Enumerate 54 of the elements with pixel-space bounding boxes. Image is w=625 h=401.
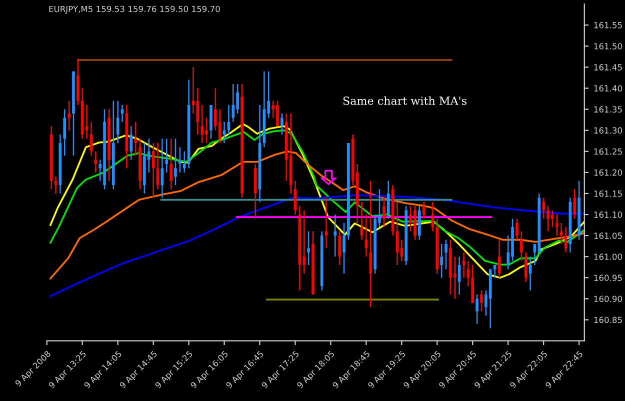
y-tick-label: 161.10 <box>594 212 622 218</box>
candlestick <box>369 180 372 308</box>
y-tick-label: 161.15 <box>594 190 622 197</box>
candlestick <box>422 201 426 220</box>
candlestick <box>334 214 337 258</box>
candlestick <box>85 104 88 140</box>
line-series <box>50 150 584 280</box>
y-tick-label: 161.35 <box>594 106 622 113</box>
candlestick <box>524 252 528 283</box>
y-tick-label: 161.30 <box>594 127 622 134</box>
y-tick-label: 161.50 <box>594 43 622 50</box>
y-tick-label: 160.85 <box>594 316 622 324</box>
candlestick <box>342 222 346 274</box>
candlestick <box>94 150 98 174</box>
candlestick <box>182 150 186 174</box>
candlestick <box>232 83 235 123</box>
candlestick <box>134 121 137 156</box>
y-tick-label: 160.95 <box>594 274 622 281</box>
candlestick <box>178 146 182 174</box>
candlestick <box>174 138 177 186</box>
candlestick <box>520 230 523 262</box>
candlestick <box>218 108 222 144</box>
candlestick <box>165 138 168 174</box>
candlestick <box>573 188 576 220</box>
candlestick <box>200 104 204 144</box>
y-tick-label: 161.25 <box>594 148 622 155</box>
candlestick <box>280 112 284 136</box>
candlestick <box>130 125 133 160</box>
y-tick-label: 161.00 <box>594 254 622 260</box>
candlestick <box>386 180 390 220</box>
candlestick <box>382 197 386 228</box>
candlestick <box>63 108 66 156</box>
candlestick <box>440 243 443 278</box>
y-tick-label: 161.05 <box>594 232 622 239</box>
candlestick <box>68 100 70 131</box>
candlestick <box>476 294 478 325</box>
candlestick <box>493 264 496 278</box>
y-tick-label: 161.20 <box>594 169 622 176</box>
candlestick <box>516 218 518 240</box>
chart-title: EURJPY,M5 159.53 159.76 159.50 159.70 <box>49 6 220 14</box>
y-tick-label: 161.55 <box>594 22 622 28</box>
y-tick-label: 161.45 <box>594 64 622 70</box>
candlestick <box>542 197 545 220</box>
candlestick <box>196 88 200 136</box>
candlestick <box>444 239 448 270</box>
candlestick <box>480 290 483 312</box>
candlestick <box>307 230 310 266</box>
y-tick-label: 161.40 <box>594 85 622 92</box>
annotation: Same chart with MA's <box>343 96 466 105</box>
y-tick-label: 160.90 <box>594 296 622 302</box>
candlestick <box>170 138 172 190</box>
candlestick <box>555 214 558 236</box>
candlestick <box>116 100 120 144</box>
candlestick <box>338 230 341 266</box>
